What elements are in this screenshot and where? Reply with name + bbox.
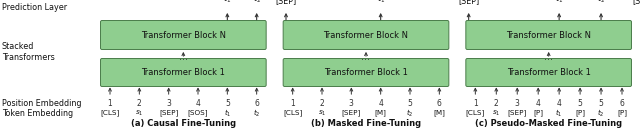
Text: [CLS]: [CLS]: [283, 110, 302, 116]
Text: Stacked
Transformers: Stacked Transformers: [2, 42, 55, 62]
Text: 1: 1: [291, 99, 295, 107]
Text: 5: 5: [578, 99, 582, 107]
Text: 4: 4: [557, 99, 561, 107]
Text: ...: ...: [179, 52, 188, 62]
Text: 6: 6: [254, 99, 259, 107]
Text: [SEP]: [SEP]: [458, 0, 479, 5]
Text: 1: 1: [473, 99, 477, 107]
Text: Transformer Block N: Transformer Block N: [323, 31, 408, 40]
Text: [SEP]: [SEP]: [275, 0, 296, 5]
Text: 6: 6: [620, 99, 625, 107]
Text: $s_1$: $s_1$: [135, 108, 143, 118]
Text: (a) Causal Fine-Tuning: (a) Causal Fine-Tuning: [131, 119, 236, 128]
FancyBboxPatch shape: [466, 21, 632, 50]
Text: 5: 5: [225, 99, 230, 107]
Text: Prediction Layer: Prediction Layer: [2, 4, 67, 13]
Text: [CLS]: [CLS]: [466, 110, 485, 116]
Text: Token Embedding: Token Embedding: [2, 109, 73, 117]
Text: 3: 3: [515, 99, 520, 107]
Text: 5: 5: [408, 99, 412, 107]
Text: $t_1$: $t_1$: [223, 0, 232, 5]
Text: Transformer Block 1: Transformer Block 1: [507, 68, 591, 77]
Text: 5: 5: [598, 99, 604, 107]
Text: [P]: [P]: [533, 110, 543, 116]
Text: $t_2$: $t_2$: [597, 0, 605, 5]
FancyBboxPatch shape: [466, 58, 632, 87]
Text: $s_1$: $s_1$: [318, 108, 326, 118]
Text: 4: 4: [196, 99, 200, 107]
Text: [SEP]: [SEP]: [159, 110, 179, 116]
Text: 4: 4: [378, 99, 383, 107]
Text: 2: 2: [319, 99, 324, 107]
Text: 3: 3: [166, 99, 171, 107]
Text: Transformer Block 1: Transformer Block 1: [324, 68, 408, 77]
Text: ...: ...: [362, 52, 371, 62]
FancyBboxPatch shape: [100, 21, 266, 50]
Text: 6: 6: [437, 99, 442, 107]
Text: $t_2$: $t_2$: [406, 107, 413, 119]
Text: 4: 4: [536, 99, 541, 107]
Text: 2: 2: [137, 99, 141, 107]
Text: [CLS]: [CLS]: [100, 110, 120, 116]
Text: 1: 1: [108, 99, 113, 107]
Text: $t_1$: $t_1$: [223, 107, 231, 119]
Text: Transformer Block 1: Transformer Block 1: [141, 68, 225, 77]
Text: ...: ...: [544, 52, 553, 62]
FancyBboxPatch shape: [283, 21, 449, 50]
Text: 2: 2: [494, 99, 499, 107]
Text: (c) Pseudo-Masked Fine-Tuning: (c) Pseudo-Masked Fine-Tuning: [475, 119, 622, 128]
Text: [P]: [P]: [575, 110, 585, 116]
Text: 3: 3: [349, 99, 354, 107]
Text: [M]: [M]: [375, 110, 387, 116]
Text: (b) Masked Fine-Tuning: (b) Masked Fine-Tuning: [311, 119, 421, 128]
FancyBboxPatch shape: [100, 58, 266, 87]
FancyBboxPatch shape: [283, 58, 449, 87]
Text: $s_1$: $s_1$: [492, 108, 500, 118]
Text: $t_2$: $t_2$: [597, 107, 605, 119]
Text: $t_2$: $t_2$: [253, 107, 260, 119]
Text: [M]: [M]: [433, 110, 445, 116]
Text: Transformer Block N: Transformer Block N: [506, 31, 591, 40]
Text: $t_1$: $t_1$: [555, 0, 563, 5]
Text: Position Embedding: Position Embedding: [2, 99, 81, 107]
Text: [SEP]: [SEP]: [342, 110, 361, 116]
Text: [SOS]: [SOS]: [188, 110, 208, 116]
Text: $t_1$: $t_1$: [556, 107, 563, 119]
Text: [SEP]: [SEP]: [508, 110, 527, 116]
Text: Transformer Block N: Transformer Block N: [141, 31, 226, 40]
Text: [SEP]: [SEP]: [632, 0, 640, 5]
Text: $t_1$: $t_1$: [376, 0, 385, 5]
Text: [P]: [P]: [617, 110, 627, 116]
Text: $t_2$: $t_2$: [253, 0, 260, 5]
